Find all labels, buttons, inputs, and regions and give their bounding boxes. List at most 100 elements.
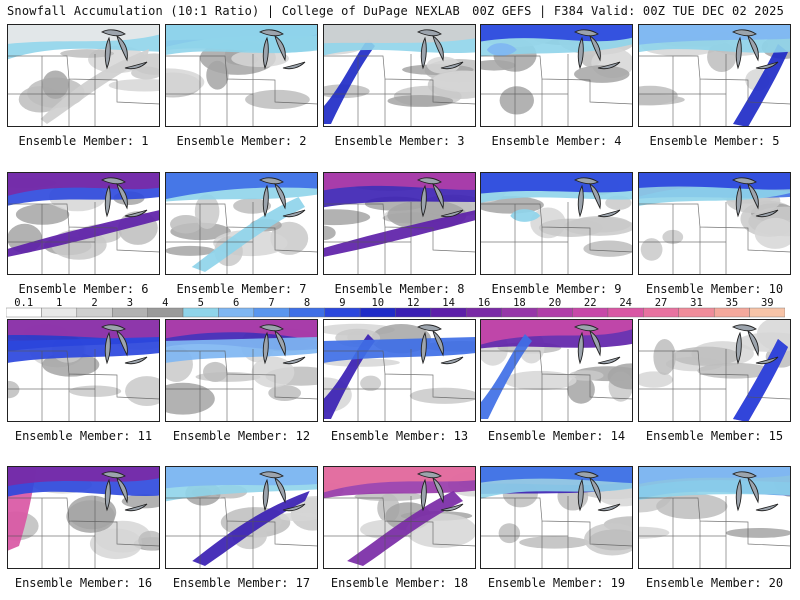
colorbar-swatch (678, 307, 715, 318)
ensemble-member-label: Ensemble Member: 13 (330, 429, 469, 443)
colorbar-swatch (607, 307, 644, 318)
ensemble-member-label: Ensemble Member: 18 (330, 576, 469, 590)
ensemble-member-map-16 (7, 466, 160, 569)
header-title: Snowfall Accumulation (10:1 Ratio) | Col… (7, 4, 460, 18)
ensemble-member-label: Ensemble Member: 6 (18, 282, 149, 296)
snowfall-map-graphic (165, 466, 318, 569)
colorbar-tick-label: 9 (339, 297, 345, 309)
ensemble-member-label: Ensemble Member: 2 (176, 134, 307, 148)
ensemble-member-map-5 (638, 24, 791, 127)
colorbar-tick-label: 3 (127, 297, 133, 309)
colorbar-swatch (536, 307, 573, 318)
ensemble-member-map-3 (323, 24, 476, 127)
colorbar-swatch (359, 307, 396, 318)
snowfall-map-graphic (638, 24, 791, 127)
colorbar-tick-label: 0.1 (14, 297, 33, 309)
ensemble-member-label: Ensemble Member: 20 (645, 576, 784, 590)
snowfall-map-graphic (323, 319, 476, 422)
ensemble-member-map-13 (323, 319, 476, 422)
ensemble-member-map-18 (323, 466, 476, 569)
snowfall-map-graphic (165, 319, 318, 422)
colorbar-swatch (466, 307, 502, 318)
snowfall-map-graphic (165, 172, 318, 275)
ensemble-member-map-4 (480, 24, 633, 127)
ensemble-member-map-10 (638, 172, 791, 275)
ensemble-member-map-12 (165, 319, 318, 422)
ensemble-member-map-15 (638, 319, 791, 422)
snowfall-colorbar-legend: 0.1 1 2 3 4 5 6 7 8 9 10 12 14 16 18 20 22 24 27 31 35 39 (6, 296, 785, 318)
colorbar-tick-label: 39 (761, 297, 774, 309)
ensemble-member-map-2 (165, 24, 318, 127)
ensemble-member-map-11 (7, 319, 160, 422)
colorbar-swatch (112, 307, 148, 318)
ensemble-member-map-20 (638, 466, 791, 569)
snowfall-map-graphic (638, 319, 791, 422)
ensemble-member-label: Ensemble Member: 3 (334, 134, 465, 148)
ensemble-member-label: Ensemble Member: 12 (172, 429, 311, 443)
ensemble-member-label: Ensemble Member: 14 (487, 429, 626, 443)
snowfall-map-graphic (480, 466, 633, 569)
ensemble-member-label: Ensemble Member: 11 (14, 429, 153, 443)
colorbar-graphic: 0.1 1 2 3 4 5 6 7 8 9 10 12 14 16 18 20 22 24 27 31 35 39 (6, 297, 785, 318)
colorbar-tick-label: 8 (304, 297, 310, 309)
colorbar-swatch (218, 307, 255, 318)
snowfall-map-graphic (638, 172, 791, 275)
colorbar-swatch (643, 307, 679, 318)
ensemble-member-map-17 (165, 466, 318, 569)
snowfall-map-graphic (7, 466, 160, 569)
colorbar-swatch (76, 307, 113, 318)
colorbar-swatch (41, 307, 78, 318)
snowfall-map-graphic (7, 24, 160, 127)
colorbar-tick-label: 1 (56, 297, 62, 309)
colorbar-tick-label: 14 (442, 297, 455, 309)
snowfall-map-graphic (165, 24, 318, 127)
ensemble-member-map-7 (165, 172, 318, 275)
colorbar-tick-label: 12 (407, 297, 420, 309)
colorbar-tick-label: 16 (478, 297, 491, 309)
colorbar-tick-label: 20 (549, 297, 562, 309)
snowfall-map-graphic (638, 466, 791, 569)
ensemble-member-label: Ensemble Member: 17 (172, 576, 311, 590)
colorbar-tick-label: 7 (268, 297, 274, 309)
ensemble-member-map-1 (7, 24, 160, 127)
colorbar-tick-label: 24 (619, 297, 632, 309)
colorbar-swatch (253, 307, 290, 318)
colorbar-tick-label: 5 (198, 297, 204, 309)
snowfall-map-graphic (323, 466, 476, 569)
colorbar-tick-label: 10 (371, 297, 384, 309)
header-run-info: 00Z GEFS | F384 Valid: 00Z TUE DEC 02 20… (472, 4, 784, 18)
colorbar-swatch (182, 307, 219, 318)
colorbar-swatch (395, 307, 432, 318)
colorbar-swatch (6, 307, 42, 318)
ensemble-member-map-14 (480, 319, 633, 422)
colorbar-tick-label: 27 (655, 297, 668, 309)
ensemble-member-map-19 (480, 466, 633, 569)
ensemble-member-label: Ensemble Member: 9 (491, 282, 622, 296)
snowfall-map-graphic (480, 24, 633, 127)
colorbar-tick-label: 35 (726, 297, 739, 309)
colorbar-tick-label: 18 (513, 297, 526, 309)
colorbar-swatch (289, 307, 325, 318)
ensemble-member-label: Ensemble Member: 8 (334, 282, 465, 296)
colorbar-tick-label: 2 (91, 297, 97, 309)
ensemble-member-map-9 (480, 172, 633, 275)
colorbar-swatch (324, 307, 361, 318)
ensemble-member-label: Ensemble Member: 19 (487, 576, 626, 590)
colorbar-tick-label: 31 (690, 297, 703, 309)
ensemble-member-label: Ensemble Member: 10 (645, 282, 784, 296)
snowfall-map-graphic (7, 172, 160, 275)
colorbar-swatch (430, 307, 467, 318)
ensemble-member-label: Ensemble Member: 16 (14, 576, 153, 590)
colorbar-tick-label: 6 (233, 297, 239, 309)
snowfall-map-graphic (480, 172, 633, 275)
ensemble-member-label: Ensemble Member: 5 (649, 134, 780, 148)
snowfall-map-graphic (7, 319, 160, 422)
snowfall-map-graphic (323, 172, 476, 275)
ensemble-member-label: Ensemble Member: 1 (18, 134, 149, 148)
snowfall-map-graphic (480, 319, 633, 422)
colorbar-swatch (501, 307, 538, 318)
ensemble-member-label: Ensemble Member: 4 (491, 134, 622, 148)
ensemble-member-map-6 (7, 172, 160, 275)
colorbar-swatch (572, 307, 609, 318)
snowfall-map-graphic (323, 24, 476, 127)
